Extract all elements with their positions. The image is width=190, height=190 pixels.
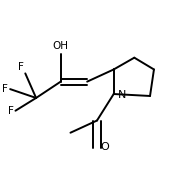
Text: N: N (118, 90, 126, 100)
Text: O: O (101, 142, 109, 152)
Text: F: F (8, 106, 13, 116)
Text: F: F (2, 84, 8, 94)
Text: F: F (18, 62, 24, 72)
Text: OH: OH (53, 41, 69, 51)
